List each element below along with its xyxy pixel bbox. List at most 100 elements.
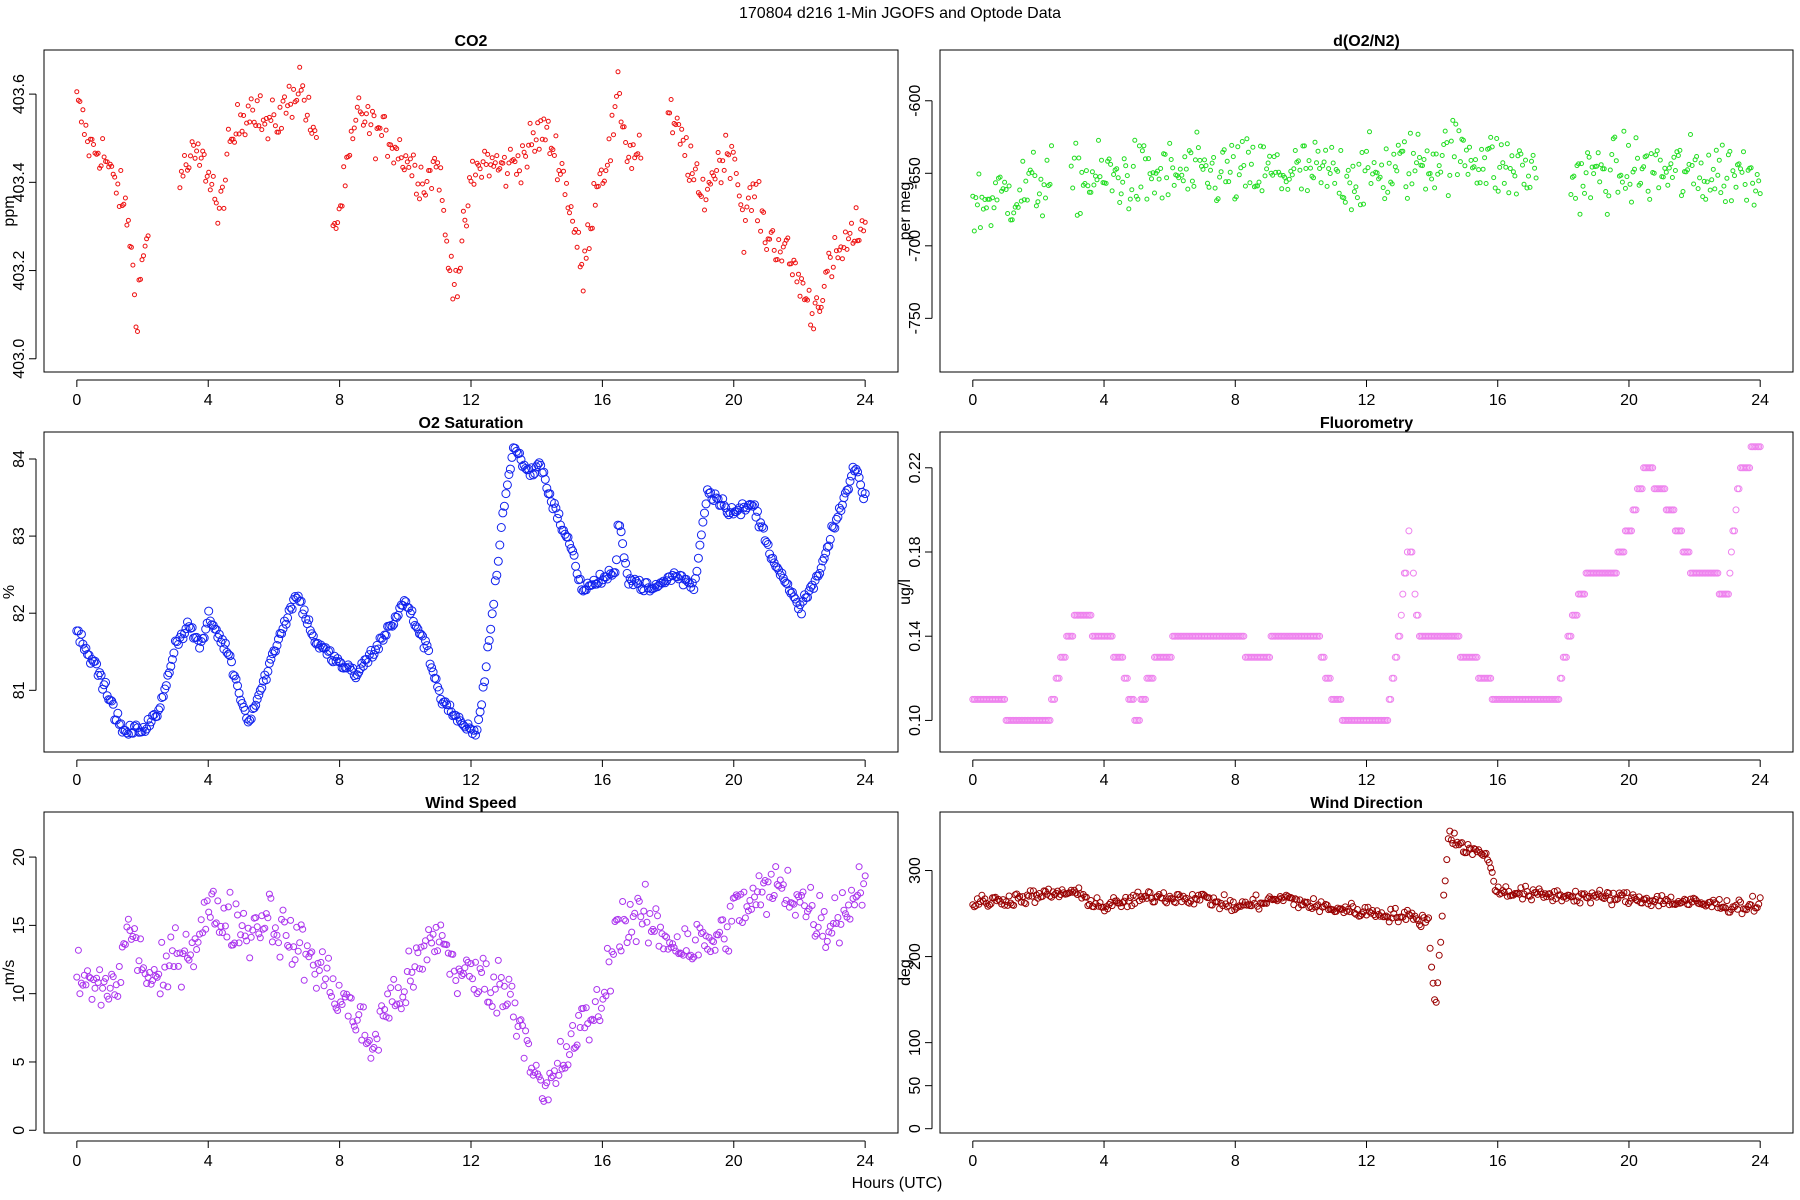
y-tick-label: -750: [907, 302, 924, 334]
y-axis-label: %: [1, 585, 18, 599]
data-point: [1526, 892, 1534, 900]
data-point: [790, 900, 798, 908]
data-point: [689, 585, 699, 595]
data-point: [568, 546, 578, 556]
data-point: [400, 988, 408, 996]
data-point: [1146, 156, 1151, 162]
data-point: [1095, 902, 1102, 910]
data-point: [522, 1027, 530, 1035]
data-point: [1404, 195, 1410, 201]
data-point: [1741, 149, 1746, 155]
data-point: [1191, 183, 1197, 189]
data-point: [585, 222, 591, 228]
data-point: [352, 670, 362, 680]
data-point: [291, 956, 299, 964]
data-point: [682, 947, 690, 955]
data-point: [1022, 900, 1030, 908]
data-point: [1283, 179, 1289, 185]
data-point: [692, 566, 702, 576]
data-point: [554, 177, 560, 183]
data-point: [772, 563, 782, 573]
data-point: [133, 324, 139, 330]
data-point: [425, 926, 433, 934]
x-tick-label: 4: [1100, 1153, 1109, 1170]
data-point: [837, 920, 845, 928]
data-point: [423, 192, 428, 198]
data-point: [1669, 175, 1675, 180]
data-point: [477, 700, 487, 710]
data-point: [335, 981, 343, 989]
data-point: [343, 660, 353, 670]
data-point: [750, 181, 756, 187]
data-point: [774, 257, 780, 262]
data-point: [794, 279, 800, 285]
data-point: [1245, 149, 1251, 155]
y-tick-label: 200: [907, 943, 924, 970]
data-point: [748, 905, 755, 913]
data-point: [1436, 163, 1442, 169]
data-point: [744, 204, 750, 210]
data-point: [861, 872, 869, 880]
data-point: [1386, 160, 1392, 166]
data-point: [603, 168, 609, 174]
data-point: [429, 186, 435, 191]
data-point: [728, 917, 736, 925]
data-point: [720, 935, 728, 943]
data-point: [1202, 157, 1207, 163]
data-point: [742, 503, 752, 513]
data-point: [1432, 998, 1440, 1006]
data-point: [397, 1005, 405, 1013]
data-point: [403, 968, 411, 975]
data-point: [495, 540, 505, 550]
data-point: [284, 942, 292, 949]
data-point: [1238, 165, 1244, 171]
data-point: [1082, 181, 1088, 186]
data-point: [374, 644, 383, 654]
data-point: [192, 155, 198, 161]
data-point: [163, 670, 173, 680]
data-point: [270, 646, 280, 656]
data-point: [1416, 921, 1423, 929]
data-point: [406, 164, 412, 170]
data-point: [1694, 154, 1700, 159]
data-point: [1364, 903, 1372, 911]
data-point: [592, 202, 598, 208]
data-point: [545, 118, 551, 124]
data-point: [820, 298, 826, 303]
data-point: [689, 171, 695, 177]
data-point: [1270, 172, 1276, 178]
data-point: [579, 261, 585, 267]
data-point: [1338, 148, 1344, 153]
data-point: [316, 640, 326, 650]
data-point: [304, 615, 314, 625]
data-point: [1230, 154, 1236, 160]
data-point: [1323, 147, 1329, 153]
data-point: [281, 619, 291, 629]
data-point: [1396, 632, 1404, 640]
data-point: [607, 987, 614, 995]
data-point: [1103, 180, 1109, 186]
data-point: [542, 137, 548, 143]
data-point: [398, 155, 404, 161]
x-tick-label: 4: [204, 1153, 213, 1170]
data-point: [354, 104, 360, 110]
data-point: [145, 721, 155, 731]
data-point: [1644, 153, 1650, 159]
data-point: [407, 156, 413, 162]
data-point: [164, 983, 172, 991]
data-point: [683, 577, 693, 587]
data-point: [780, 577, 790, 587]
data-point: [203, 897, 211, 905]
data-point: [178, 634, 188, 644]
data-point: [551, 503, 561, 513]
data-point: [1586, 154, 1592, 160]
data-point: [1510, 169, 1516, 175]
data-point: [1732, 506, 1740, 514]
data-point: [844, 246, 850, 252]
data-point: [132, 292, 137, 298]
data-point: [1660, 174, 1666, 180]
data-point: [1727, 148, 1733, 154]
data-point: [1527, 184, 1533, 190]
data-point: [238, 922, 246, 930]
data-point: [528, 470, 538, 480]
